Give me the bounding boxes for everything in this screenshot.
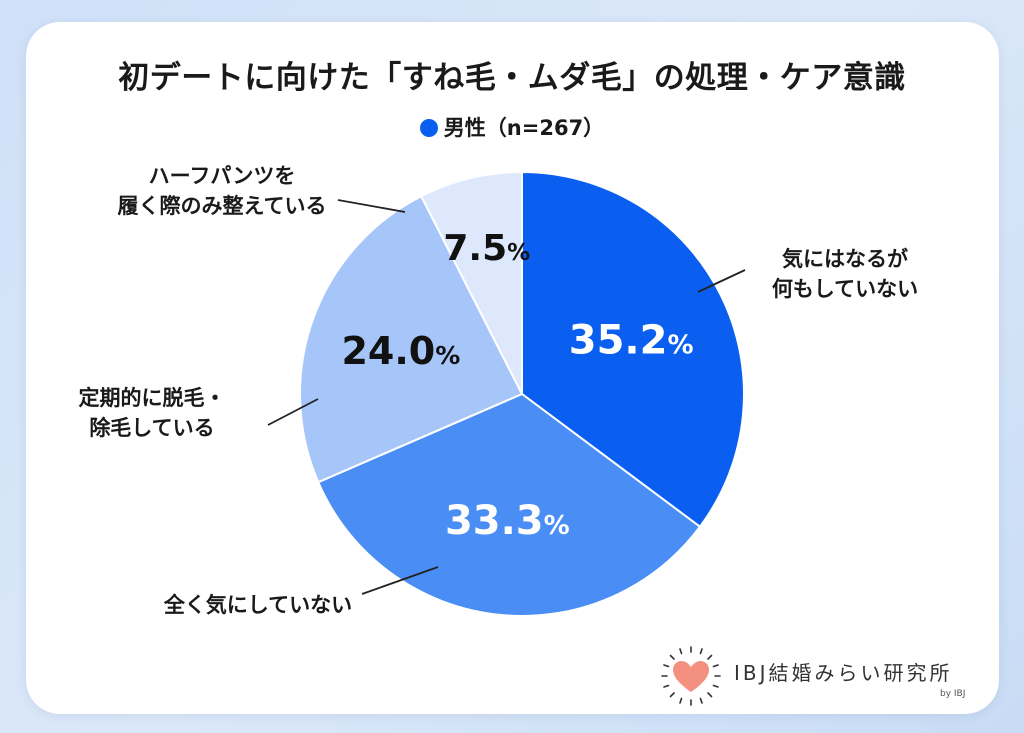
brand-logo: IBJ結婚みらい研究所 by IBJ — [660, 645, 990, 706]
brand-name: IBJ結婚みらい研究所 — [734, 661, 953, 685]
chart-title: 初デートに向けた「すね毛・ムダ毛」の処理・ケア意識 — [118, 60, 906, 96]
pie-slice — [521, 170, 745, 529]
slice-value-label: 33.3% — [445, 498, 570, 544]
pie-slice — [419, 170, 523, 395]
pie-slice — [299, 194, 524, 484]
legend: 男性（n=267） — [0, 112, 1024, 142]
heart-logo-icon — [661, 646, 721, 706]
slice-category-label: 気にはなるが何もしていない — [772, 247, 918, 301]
leader-line — [337, 199, 406, 213]
legend-swatch — [419, 119, 438, 137]
legend-label: 男性（n=267） — [443, 116, 605, 140]
leader-line — [697, 269, 746, 293]
slice-category-label: 定期的に脱毛・除毛している — [79, 386, 226, 440]
slice-value-label: 7.5% — [443, 228, 530, 269]
slice-value-label: 35.2% — [569, 318, 694, 364]
slice-category-label: 全く気にしていない — [163, 593, 352, 617]
slice-category-label: ハーフパンツを履く際のみ整えている — [118, 164, 327, 218]
pie-slice — [316, 392, 702, 617]
slice-value-label: 24.0% — [341, 329, 460, 373]
brand-by: by IBJ — [940, 689, 966, 699]
leader-line — [267, 398, 319, 426]
leader-line — [361, 566, 439, 595]
